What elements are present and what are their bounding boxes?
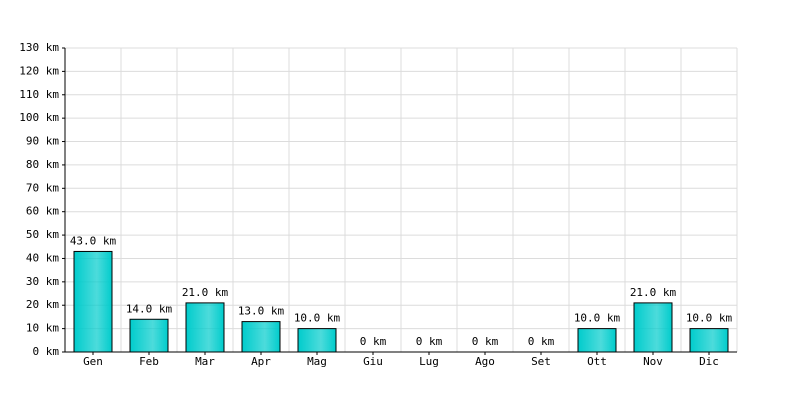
value-label: 10.0 km [574,312,621,325]
x-tick-label: Set [531,355,551,368]
value-label: 0 km [528,335,555,348]
bar [689,328,729,353]
y-tick-label: 90 km [26,135,59,148]
value-label: 14.0 km [126,302,173,315]
bar [297,328,337,353]
y-tick-label: 60 km [26,205,59,218]
x-tick-label: Nov [643,355,663,368]
x-tick-label: Lug [419,355,439,368]
y-tick-label: 10 km [26,322,59,335]
y-tick-label: 80 km [26,158,59,171]
bar [73,250,113,353]
value-label: 10.0 km [294,312,341,325]
y-tick-label: 130 km [19,41,59,54]
bar [129,318,169,353]
value-label: 0 km [472,335,499,348]
y-tick-label: 70 km [26,181,59,194]
y-tick-label: 0 km [33,345,60,358]
x-tick-label: Mar [195,355,215,368]
value-label: 10.0 km [686,312,733,325]
bar [577,328,617,353]
value-label: 0 km [416,335,443,348]
x-tick-label: Ago [475,355,495,368]
x-tick-label: Feb [139,355,159,368]
x-tick-label: Dic [699,355,719,368]
y-tick-label: 120 km [19,64,59,77]
y-tick-label: 20 km [26,298,59,311]
value-label: 0 km [360,335,387,348]
y-tick-label: 40 km [26,251,59,264]
y-tick-label: 100 km [19,111,59,124]
value-label: 21.0 km [182,286,229,299]
bar [241,321,281,353]
x-tick-label: Ott [587,355,607,368]
value-label: 21.0 km [630,286,677,299]
y-tick-label: 50 km [26,228,59,241]
x-tick-label: Mag [307,355,327,368]
value-label: 43.0 km [70,234,117,247]
y-tick-label: 110 km [19,88,59,101]
value-label: 13.0 km [238,305,285,318]
bar [633,302,673,353]
bar [185,302,225,353]
x-tick-label: Gen [83,355,103,368]
x-tick-label: Apr [251,355,271,368]
x-tick-label: Giu [363,355,383,368]
y-tick-label: 30 km [26,275,59,288]
